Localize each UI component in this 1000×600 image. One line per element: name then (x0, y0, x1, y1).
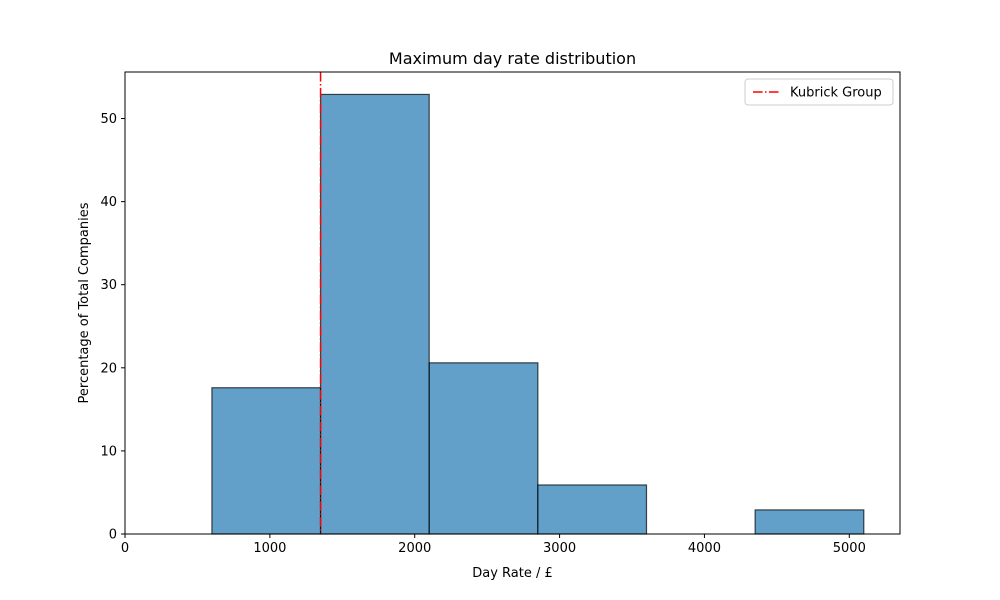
histogram-bars (211, 93, 865, 535)
histogram-bar-3 (537, 484, 648, 535)
legend: Kubrick Group (744, 78, 894, 106)
x-tick-label-5: 5000 (833, 541, 866, 556)
y-axis: 0 10 20 30 40 50 (100, 112, 125, 543)
x-tick-label-0: 0 (121, 541, 129, 556)
x-tick-label-3: 3000 (543, 541, 576, 556)
histogram-bar-1 (319, 93, 430, 535)
chart-title: Maximum day rate distribution (389, 49, 636, 68)
histogram-bar-2 (428, 362, 539, 535)
x-tick-label-1: 1000 (253, 541, 286, 556)
legend-box (744, 78, 894, 106)
histogram-bar-0 (211, 387, 322, 535)
y-tick-label-2: 20 (100, 361, 117, 376)
x-tick-label-4: 4000 (688, 541, 721, 556)
y-tick-label-3: 30 (100, 278, 117, 293)
x-axis-label: Day Rate / £ (472, 566, 553, 581)
y-tick-label-1: 10 (100, 444, 117, 459)
y-tick-label-5: 50 (100, 112, 117, 127)
plot-frame (124, 71, 901, 535)
histogram-bar-5 (754, 509, 865, 535)
x-axis: 0 1000 2000 3000 4000 5000 (121, 534, 866, 556)
y-tick-label-0: 0 (109, 528, 117, 543)
legend-label-reference-line: Kubrick Group (790, 86, 882, 101)
y-axis-label: Percentage of Total Companies (77, 202, 92, 403)
y-tick-label-4: 40 (100, 195, 117, 210)
x-tick-label-2: 2000 (398, 541, 431, 556)
